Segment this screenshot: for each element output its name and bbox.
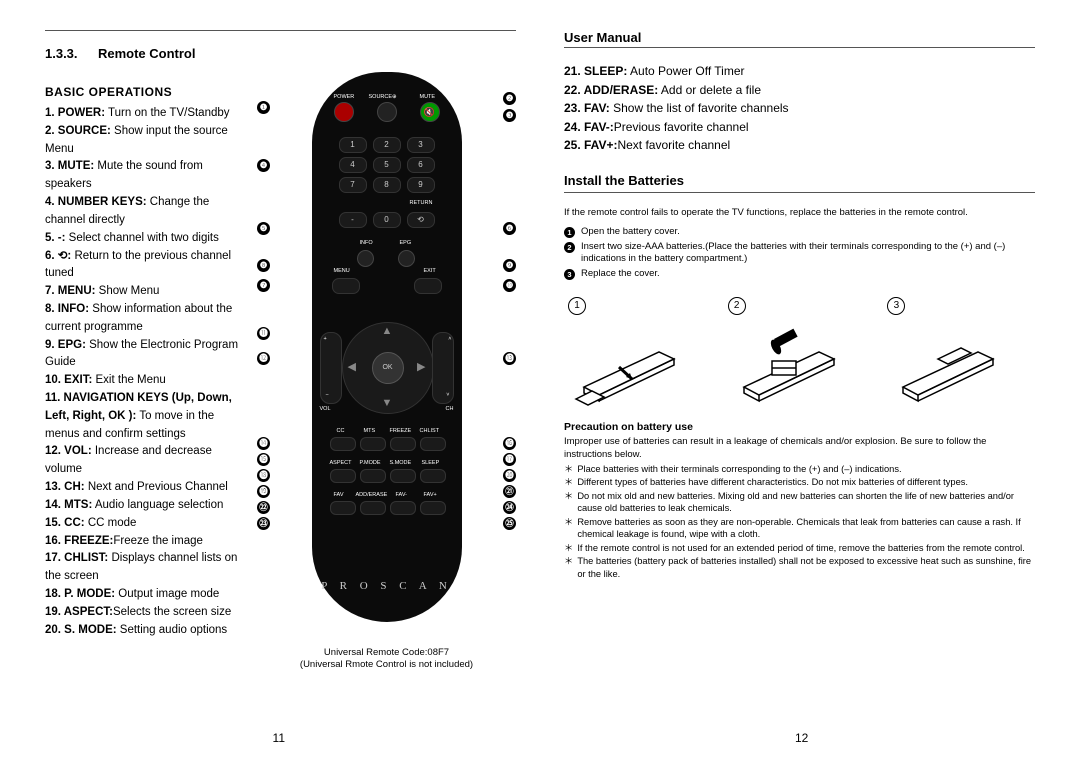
op-item: 2. SOURCE: Show input the source Menu: [45, 123, 245, 159]
remote-caption-2: (Universal Rmote Control is not included…: [257, 659, 516, 671]
op-item: 7. MENU: Show Menu: [45, 283, 245, 301]
precaution-item: ＊The batteries (battery pack of batterie…: [564, 555, 1035, 580]
op-item: 5. -: Select channel with two digits: [45, 230, 245, 248]
battery-diagrams: 1 2: [564, 297, 1035, 407]
page-11: 1.3.3. Remote Control BASIC OPERATIONS 1…: [30, 20, 540, 753]
op-item: 23. FAV: Show the list of favorite chann…: [564, 99, 1035, 118]
install-steps: 1Open the battery cover. 2Insert two size…: [564, 226, 1035, 281]
remote-diagram: ❶ ❹ ❺ ❽ ❼ ⓫ ⓬ ⓮ ⓯ ⓲ ⓳ ㉒ ㉓ ❷ ❸ ❻ ❾ ❿ ⓭ ⓰: [257, 67, 516, 639]
precaution-item: ＊If the remote control is not used for a…: [564, 542, 1035, 555]
page-number-right: 12: [795, 731, 808, 745]
precaution-item: ＊Do not mix old and new batteries. Mixin…: [564, 490, 1035, 515]
op-item: 25. FAV+:Next favorite channel: [564, 136, 1035, 155]
install-batteries-title: Install the Batteries: [564, 173, 1035, 188]
op-item: 10. EXIT: Exit the Menu: [45, 372, 245, 390]
ops-list: 1. POWER: Turn on the TV/Standby2. SOURC…: [45, 105, 245, 639]
op-item: 16. FREEZE:Freeze the image: [45, 533, 245, 551]
precaution-item: ＊Remove batteries as soon as they are no…: [564, 516, 1035, 541]
op-item: 15. CC: CC mode: [45, 515, 245, 533]
op-item: 18. P. MODE: Output image mode: [45, 586, 245, 604]
op-item: 1. POWER: Turn on the TV/Standby: [45, 105, 245, 123]
remote-body: POWER SOURCE⊕ MUTE 🔇 1 2 3 4 5 6 7 8 9: [312, 72, 462, 622]
op-item: 11. NAVIGATION KEYS (Up, Down, Left, Rig…: [45, 390, 245, 443]
page-number-left: 11: [273, 731, 285, 745]
op-item: 21. SLEEP: Auto Power Off Timer: [564, 62, 1035, 81]
op-item: 4. NUMBER KEYS: Change the channel direc…: [45, 194, 245, 230]
diagram-1-icon: [564, 317, 704, 407]
manual-title: User Manual: [564, 30, 1035, 45]
section-heading: 1.3.3. Remote Control: [45, 45, 516, 63]
op-item: 17. CHLIST: Displays channel lists on th…: [45, 550, 245, 586]
op-item: 14. MTS: Audio language selection: [45, 497, 245, 515]
op-item: 6. ⟲: Return to the previous channel tun…: [45, 248, 245, 284]
op-item: 20. S. MODE: Setting audio options: [45, 622, 245, 640]
manual-spread: 1.3.3. Remote Control BASIC OPERATIONS 1…: [0, 0, 1080, 763]
diagram-2-icon: [724, 317, 864, 407]
op-item: 13. CH: Next and Previous Channel: [45, 479, 245, 497]
precaution-item: ＊Different types of batteries have diffe…: [564, 476, 1035, 489]
install-intro: If the remote control fails to operate t…: [564, 207, 1035, 220]
precaution-title: Precaution on battery use: [564, 421, 1035, 433]
diagram-3-icon: [883, 317, 1023, 407]
precaution-intro: Improper use of batteries can result in …: [564, 436, 1035, 462]
precaution-list: ＊Place batteries with their terminals co…: [564, 463, 1035, 581]
install-step: 1Open the battery cover.: [564, 226, 1035, 239]
op-item: 22. ADD/ERASE: Add or delete a file: [564, 81, 1035, 100]
op-item: 19. ASPECT:Selects the screen size: [45, 604, 245, 622]
basic-ops-heading: BASIC OPERATIONS: [45, 85, 245, 99]
remote-caption-1: Universal Remote Code:08F7: [257, 647, 516, 659]
section-number: 1.3.3.: [45, 46, 78, 61]
op-item: 12. VOL: Increase and decrease volume: [45, 443, 245, 479]
op-item: 3. MUTE: Mute the sound from speakers: [45, 158, 245, 194]
op-item: 8. INFO: Show information about the curr…: [45, 301, 245, 337]
precaution-item: ＊Place batteries with their terminals co…: [564, 463, 1035, 476]
op-item: 24. FAV-:Previous favorite channel: [564, 118, 1035, 137]
op-item: 9. EPG: Show the Electronic Program Guid…: [45, 337, 245, 373]
install-step: 3Replace the cover.: [564, 268, 1035, 281]
install-step: 2Insert two size-AAA batteries.(Place th…: [564, 241, 1035, 267]
section-title: Remote Control: [98, 46, 196, 61]
remote-brand: P R O S C A N: [312, 580, 462, 592]
page-12: User Manual 21. SLEEP: Auto Power Off Ti…: [540, 20, 1050, 753]
ops-list-continued: 21. SLEEP: Auto Power Off Timer22. ADD/E…: [564, 62, 1035, 155]
